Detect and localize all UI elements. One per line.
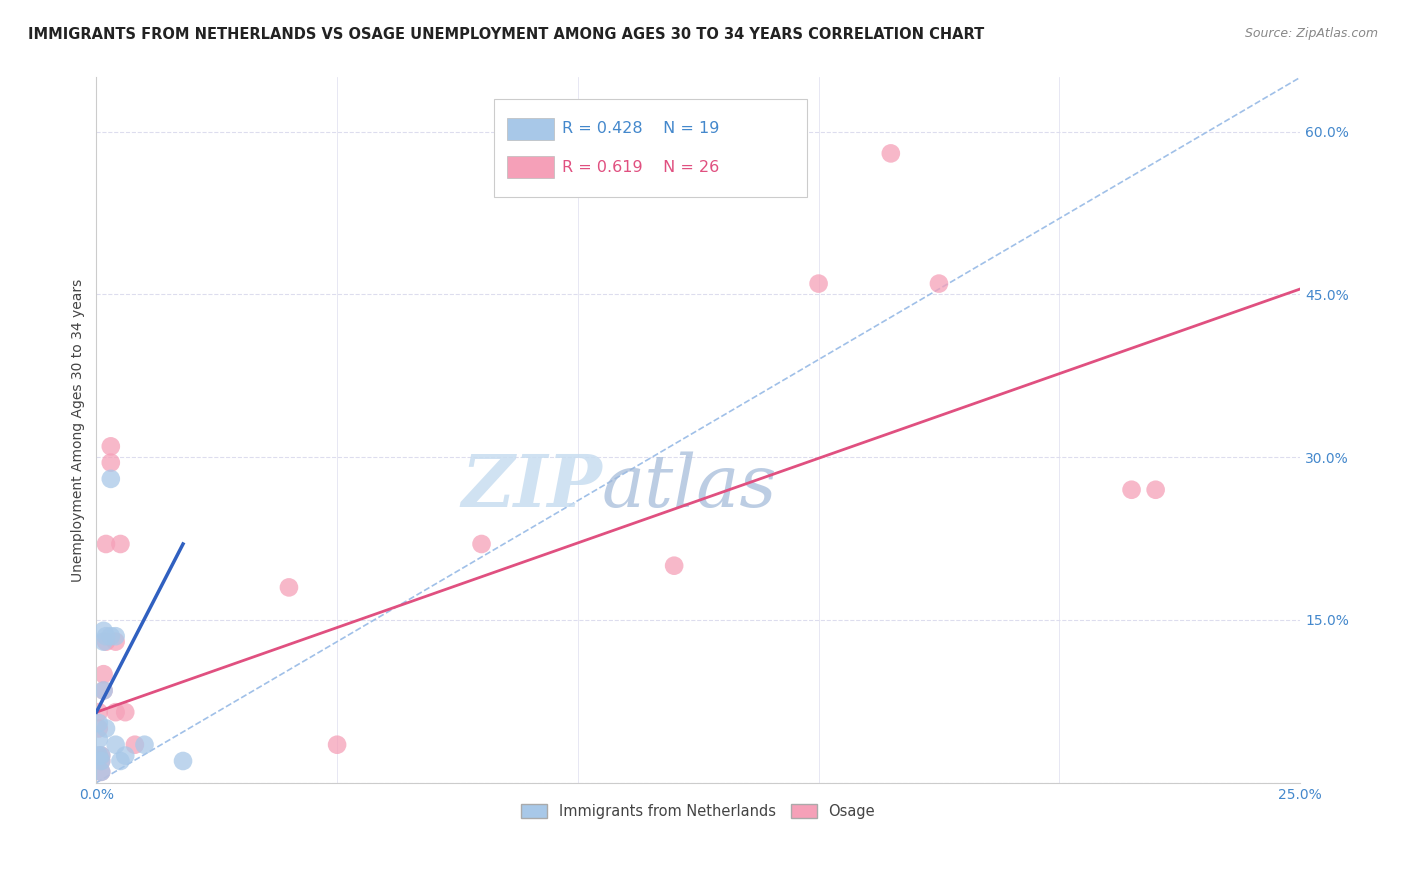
Point bbox=[278, 581, 301, 595]
Point bbox=[1144, 483, 1167, 497]
Point bbox=[124, 738, 146, 752]
Point bbox=[114, 705, 136, 719]
Point bbox=[662, 558, 685, 573]
Point bbox=[807, 277, 830, 291]
Point bbox=[93, 634, 115, 648]
Text: ZIP: ZIP bbox=[461, 451, 602, 522]
Point bbox=[90, 764, 112, 779]
Point bbox=[104, 629, 127, 643]
Point bbox=[94, 537, 117, 551]
Point bbox=[94, 629, 117, 643]
Point bbox=[90, 748, 112, 763]
Point bbox=[90, 754, 112, 768]
Legend: Immigrants from Netherlands, Osage: Immigrants from Netherlands, Osage bbox=[516, 797, 882, 825]
Point bbox=[87, 748, 110, 763]
Point bbox=[90, 764, 112, 779]
Point bbox=[104, 738, 127, 752]
Point bbox=[470, 537, 492, 551]
Point bbox=[94, 634, 117, 648]
Point bbox=[104, 705, 127, 719]
Point bbox=[87, 705, 110, 719]
Text: R = 0.619    N = 26: R = 0.619 N = 26 bbox=[562, 160, 720, 175]
Point bbox=[87, 722, 110, 736]
Point bbox=[93, 624, 115, 638]
Point bbox=[94, 722, 117, 736]
Point bbox=[134, 738, 156, 752]
Point bbox=[110, 537, 132, 551]
Point bbox=[100, 472, 122, 486]
Point bbox=[100, 439, 122, 453]
Point bbox=[880, 146, 903, 161]
Point bbox=[100, 629, 122, 643]
Point bbox=[326, 738, 349, 752]
FancyBboxPatch shape bbox=[506, 156, 554, 178]
Point bbox=[90, 754, 112, 768]
Point bbox=[172, 754, 194, 768]
Point bbox=[93, 683, 115, 698]
Point bbox=[93, 667, 115, 681]
Point bbox=[87, 716, 110, 731]
Point bbox=[110, 754, 132, 768]
Point bbox=[87, 732, 110, 747]
Point bbox=[87, 748, 110, 763]
Text: R = 0.428    N = 19: R = 0.428 N = 19 bbox=[562, 121, 720, 136]
FancyBboxPatch shape bbox=[494, 99, 807, 197]
Point bbox=[114, 748, 136, 763]
Point bbox=[93, 683, 115, 698]
Point bbox=[104, 634, 127, 648]
Point bbox=[100, 456, 122, 470]
FancyBboxPatch shape bbox=[506, 118, 554, 140]
Point bbox=[928, 277, 950, 291]
Y-axis label: Unemployment Among Ages 30 to 34 years: Unemployment Among Ages 30 to 34 years bbox=[72, 278, 86, 582]
Point bbox=[1121, 483, 1143, 497]
Point bbox=[90, 748, 112, 763]
Text: atlas: atlas bbox=[602, 451, 778, 522]
Text: Source: ZipAtlas.com: Source: ZipAtlas.com bbox=[1244, 27, 1378, 40]
Text: IMMIGRANTS FROM NETHERLANDS VS OSAGE UNEMPLOYMENT AMONG AGES 30 TO 34 YEARS CORR: IMMIGRANTS FROM NETHERLANDS VS OSAGE UNE… bbox=[28, 27, 984, 42]
